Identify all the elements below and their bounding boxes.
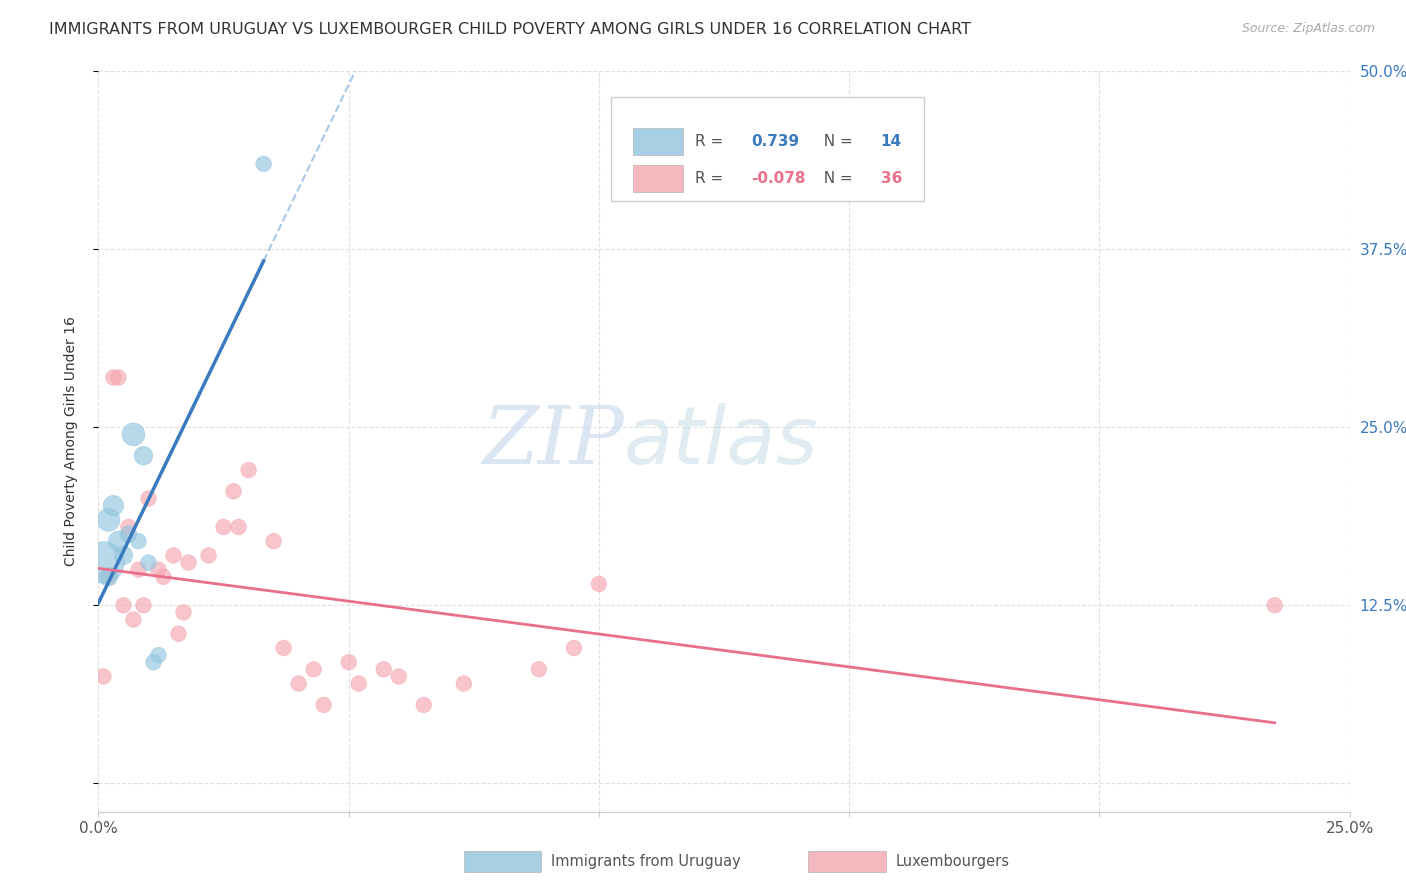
Text: -0.078: -0.078 xyxy=(752,171,806,186)
Point xyxy=(97,570,120,584)
Text: N =: N = xyxy=(814,171,858,186)
Point xyxy=(127,534,149,549)
Text: N =: N = xyxy=(814,134,858,149)
Point xyxy=(1264,599,1286,613)
Point xyxy=(228,520,250,534)
Point xyxy=(127,563,149,577)
Point xyxy=(93,669,115,683)
Point xyxy=(112,549,135,563)
Point xyxy=(388,669,411,683)
Point xyxy=(117,527,139,541)
FancyBboxPatch shape xyxy=(633,165,683,192)
Text: R =: R = xyxy=(696,134,728,149)
Point xyxy=(287,676,309,690)
Point xyxy=(337,655,360,669)
Point xyxy=(148,563,170,577)
Point xyxy=(273,640,295,655)
Point xyxy=(527,662,550,676)
Point xyxy=(138,556,160,570)
Text: IMMIGRANTS FROM URUGUAY VS LUXEMBOURGER CHILD POVERTY AMONG GIRLS UNDER 16 CORRE: IMMIGRANTS FROM URUGUAY VS LUXEMBOURGER … xyxy=(49,22,972,37)
FancyBboxPatch shape xyxy=(612,97,924,201)
Point xyxy=(373,662,395,676)
Point xyxy=(122,427,145,442)
Point xyxy=(162,549,184,563)
Point xyxy=(132,449,155,463)
Point xyxy=(173,606,195,620)
Point xyxy=(117,520,139,534)
Point xyxy=(152,570,174,584)
Point xyxy=(252,157,274,171)
Text: Immigrants from Uruguay: Immigrants from Uruguay xyxy=(551,855,741,869)
FancyBboxPatch shape xyxy=(633,128,683,155)
Point xyxy=(112,599,135,613)
Point xyxy=(107,534,129,549)
Point xyxy=(93,556,115,570)
Text: 0.739: 0.739 xyxy=(752,134,800,149)
Text: 14: 14 xyxy=(880,134,901,149)
Point xyxy=(222,484,245,499)
Point xyxy=(412,698,434,712)
Point xyxy=(142,655,165,669)
Point xyxy=(103,370,125,384)
Point xyxy=(148,648,170,662)
Point xyxy=(138,491,160,506)
Text: R =: R = xyxy=(696,171,728,186)
Point xyxy=(263,534,285,549)
Point xyxy=(347,676,370,690)
Point xyxy=(122,613,145,627)
Point xyxy=(212,520,235,534)
Text: Source: ZipAtlas.com: Source: ZipAtlas.com xyxy=(1241,22,1375,36)
Point xyxy=(588,577,610,591)
Point xyxy=(97,570,120,584)
Y-axis label: Child Poverty Among Girls Under 16: Child Poverty Among Girls Under 16 xyxy=(63,317,77,566)
Point xyxy=(132,599,155,613)
Point xyxy=(107,370,129,384)
Point xyxy=(302,662,325,676)
Point xyxy=(197,549,219,563)
Point xyxy=(167,626,190,640)
Point xyxy=(103,499,125,513)
Point xyxy=(312,698,335,712)
Point xyxy=(453,676,475,690)
Text: 36: 36 xyxy=(880,171,901,186)
Text: atlas: atlas xyxy=(624,402,818,481)
Point xyxy=(97,513,120,527)
Text: Luxembourgers: Luxembourgers xyxy=(896,855,1010,869)
Point xyxy=(238,463,260,477)
Text: ZIP: ZIP xyxy=(482,403,624,480)
Point xyxy=(177,556,200,570)
Point xyxy=(562,640,585,655)
